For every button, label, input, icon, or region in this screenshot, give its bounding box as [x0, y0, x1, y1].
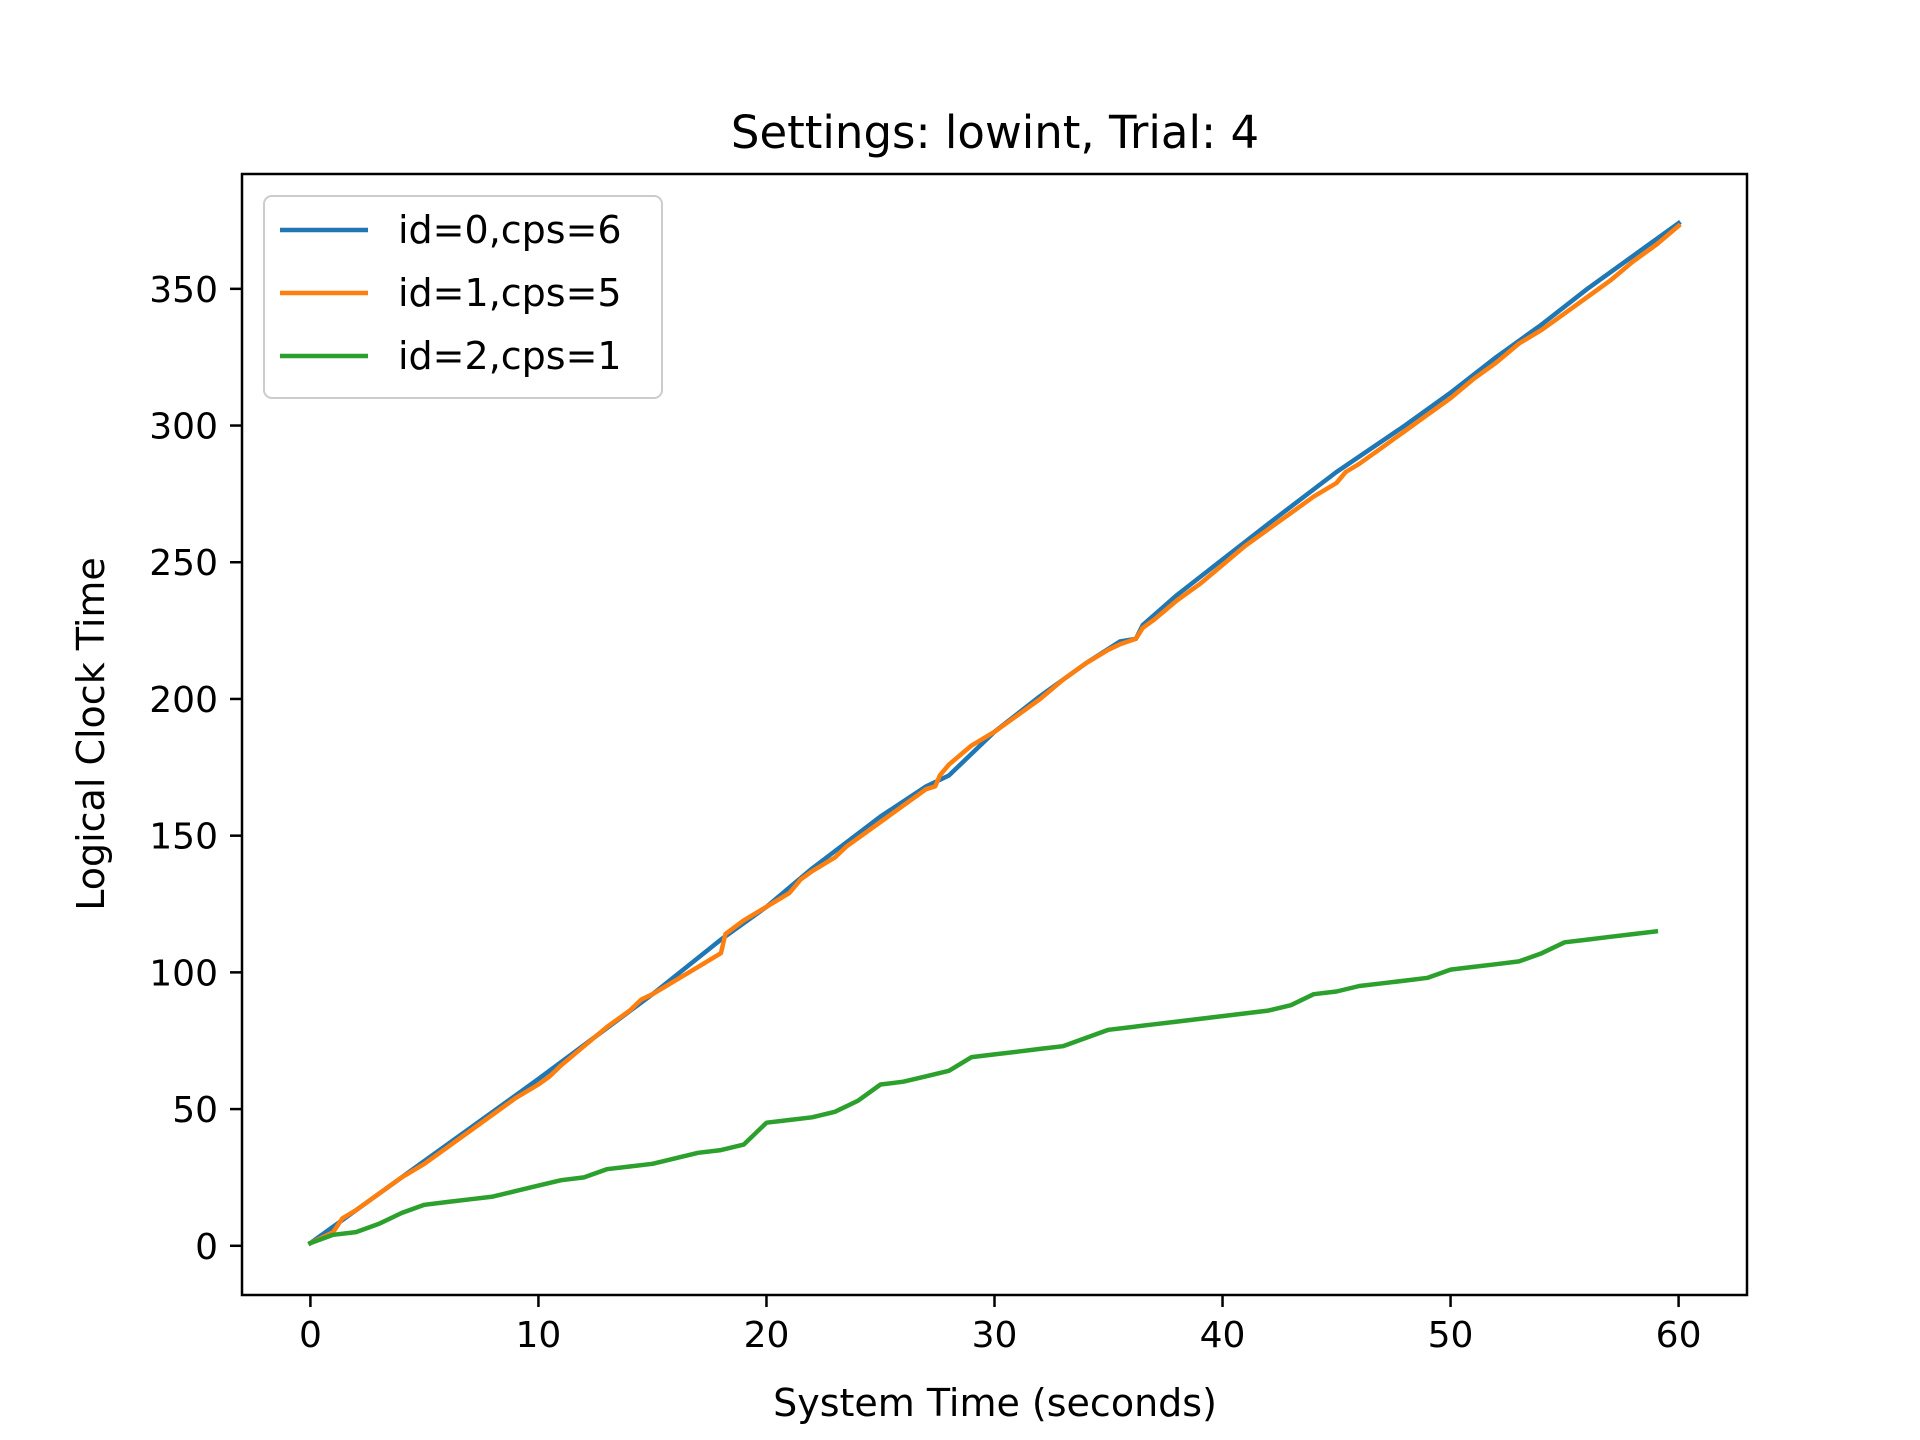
x-tick-label: 10: [516, 1315, 562, 1356]
y-tick-label: 250: [149, 543, 218, 584]
x-tick-label: 50: [1428, 1315, 1474, 1356]
y-tick-label: 0: [195, 1227, 218, 1268]
plot-area: [307, 220, 1682, 1247]
legend-label-1: id=1,cps=5: [398, 271, 622, 315]
y-tick-label: 300: [149, 407, 218, 448]
x-axis-title: System Time (seconds): [773, 1381, 1217, 1425]
x-tick-label: 30: [972, 1315, 1018, 1356]
x-tick-label: 40: [1200, 1315, 1246, 1356]
legend: id=0,cps=6 id=1,cps=5 id=2,cps=1: [263, 195, 663, 399]
chart-title: Settings: lowint, Trial: 4: [731, 106, 1259, 159]
legend-label-2: id=2,cps=1: [398, 334, 622, 378]
legend-label-0: id=0,cps=6: [398, 208, 622, 252]
series-line-2: [307, 928, 1659, 1246]
y-tick-label: 100: [149, 953, 218, 994]
legend-box: [263, 195, 663, 399]
y-axis-ticks: 0 50 100 150 200 250 300 350: [149, 270, 242, 1268]
y-tick-label: 200: [149, 680, 218, 721]
x-tick-label: 0: [299, 1315, 322, 1356]
y-axis-title: Logical Clock Time: [69, 557, 113, 911]
x-tick-label: 20: [744, 1315, 790, 1356]
x-tick-label: 60: [1656, 1315, 1702, 1356]
y-tick-label: 350: [149, 270, 218, 311]
x-axis-ticks: 0 10 20 30 40 50 60: [299, 1295, 1702, 1356]
y-tick-label: 150: [149, 817, 218, 858]
series-line-1: [307, 222, 1682, 1247]
y-tick-label: 50: [172, 1090, 218, 1131]
